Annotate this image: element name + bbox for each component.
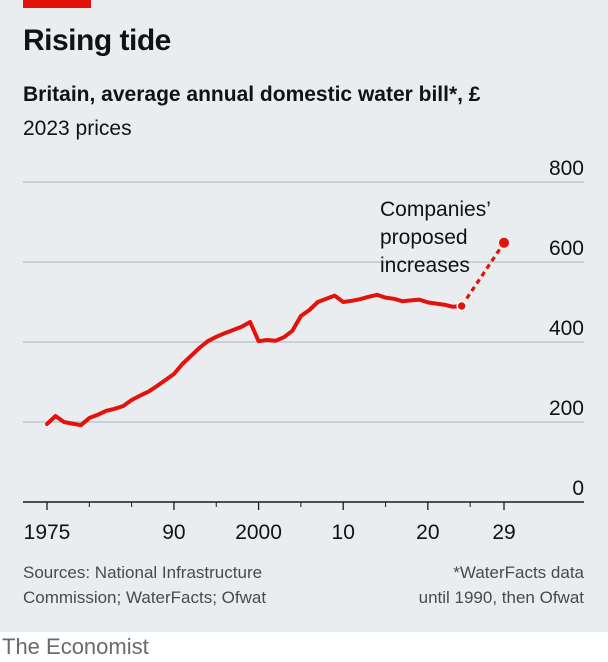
x-tick-label: 10: [332, 521, 355, 544]
y-tick-label: 400: [549, 317, 584, 340]
x-tick-label: 2000: [235, 521, 282, 544]
x-tick-label: 90: [162, 521, 185, 544]
source-note: Sources: National Infrastructure Commiss…: [23, 560, 266, 610]
y-tick-label: 0: [572, 477, 584, 500]
y-tick-label: 800: [549, 157, 584, 180]
annotation-line: Companies’: [380, 198, 491, 221]
proposed-increase-line: [460, 241, 506, 307]
annotation-line: proposed: [380, 226, 468, 249]
y-tick-label: 200: [549, 397, 584, 420]
x-tick-label: 29: [492, 521, 515, 544]
line-chart: 0 200 400 600 800 1975 90 2000 10 20 29 Companies…: [23, 157, 584, 544]
footnote-line: until 1990, then Ofwat: [418, 588, 584, 607]
y-tick-labels: 0 200 400 600 800: [549, 157, 584, 500]
x-tick-label: 1975: [24, 521, 71, 544]
series-lines: [45, 237, 509, 428]
annotations: Companies’ proposed increases: [380, 198, 491, 277]
chart-units: 2023 prices: [23, 117, 132, 140]
source-line: Commission; WaterFacts; Ofwat: [23, 588, 267, 607]
water-bill-line: [45, 292, 464, 428]
chart-title: Rising tide: [23, 24, 171, 57]
footnote: *WaterFacts data until 1990, then Ofwat: [419, 560, 584, 610]
proposal-end-point: [499, 237, 509, 248]
brand-tab: [23, 0, 91, 8]
y-tick-label: 600: [549, 237, 584, 260]
annotation-line: increases: [380, 254, 470, 277]
source-line: Sources: National Infrastructure: [23, 563, 263, 582]
chart-subtitle: Britain, average annual domestic water b…: [23, 83, 481, 106]
chart-panel: Rising tide Britain, average annual dome…: [0, 0, 608, 632]
footnote-line: *WaterFacts data: [453, 563, 584, 582]
x-axis: 1975 90 2000 10 20 29: [24, 502, 516, 544]
brand-logo: The Economist: [2, 634, 149, 659]
proposal-start-point: [456, 300, 467, 312]
x-tick-label: 20: [416, 521, 439, 544]
gridlines: [23, 181, 584, 503]
